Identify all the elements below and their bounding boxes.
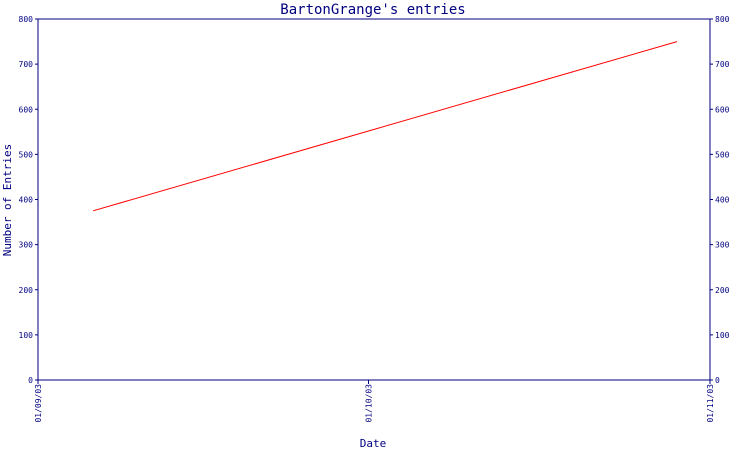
y-tick-label-right: 300 — [715, 241, 730, 250]
x-tick-label: 01/09/03 — [34, 384, 43, 423]
y-tick-label-right: 0 — [715, 376, 720, 385]
x-axis: 01/09/03 01/10/03 01/11/03 — [34, 380, 715, 423]
x-tick-label: 01/10/03 — [364, 384, 373, 423]
series-line — [92, 41, 678, 212]
y-tick-label-left: 200 — [19, 286, 34, 295]
y-tick-label-left: 500 — [19, 150, 34, 159]
y-axis-right: 0 100 200 300 400 500 600 700 800 — [710, 15, 730, 385]
y-tick-label-left: 800 — [19, 15, 34, 24]
y-tick-label-right: 400 — [715, 196, 730, 205]
x-tick-label: 01/11/03 — [706, 384, 715, 423]
chart-title: BartonGrange's entries — [280, 2, 465, 18]
series-layer — [92, 41, 678, 212]
y-tick-label-left: 0 — [28, 376, 33, 385]
y-tick-label-left: 400 — [19, 196, 34, 205]
y-tick-label-right: 200 — [715, 286, 730, 295]
y-tick-label-right: 600 — [715, 105, 730, 114]
y-tick-label-left: 100 — [19, 331, 34, 340]
y-tick-label-left: 700 — [19, 60, 34, 69]
y-tick-label-right: 800 — [715, 15, 730, 24]
y-tick-label-right: 100 — [715, 331, 730, 340]
x-axis-label: Date — [360, 437, 387, 450]
y-tick-label-left: 600 — [19, 105, 34, 114]
y-axis-left: 0 100 200 300 400 500 600 700 800 — [19, 15, 38, 385]
y-axis-label: Number of Entries — [1, 144, 14, 257]
y-tick-label-right: 500 — [715, 150, 730, 159]
y-tick-label-left: 300 — [19, 241, 34, 250]
plot-frame — [37, 18, 711, 381]
y-tick-label-right: 700 — [715, 60, 730, 69]
